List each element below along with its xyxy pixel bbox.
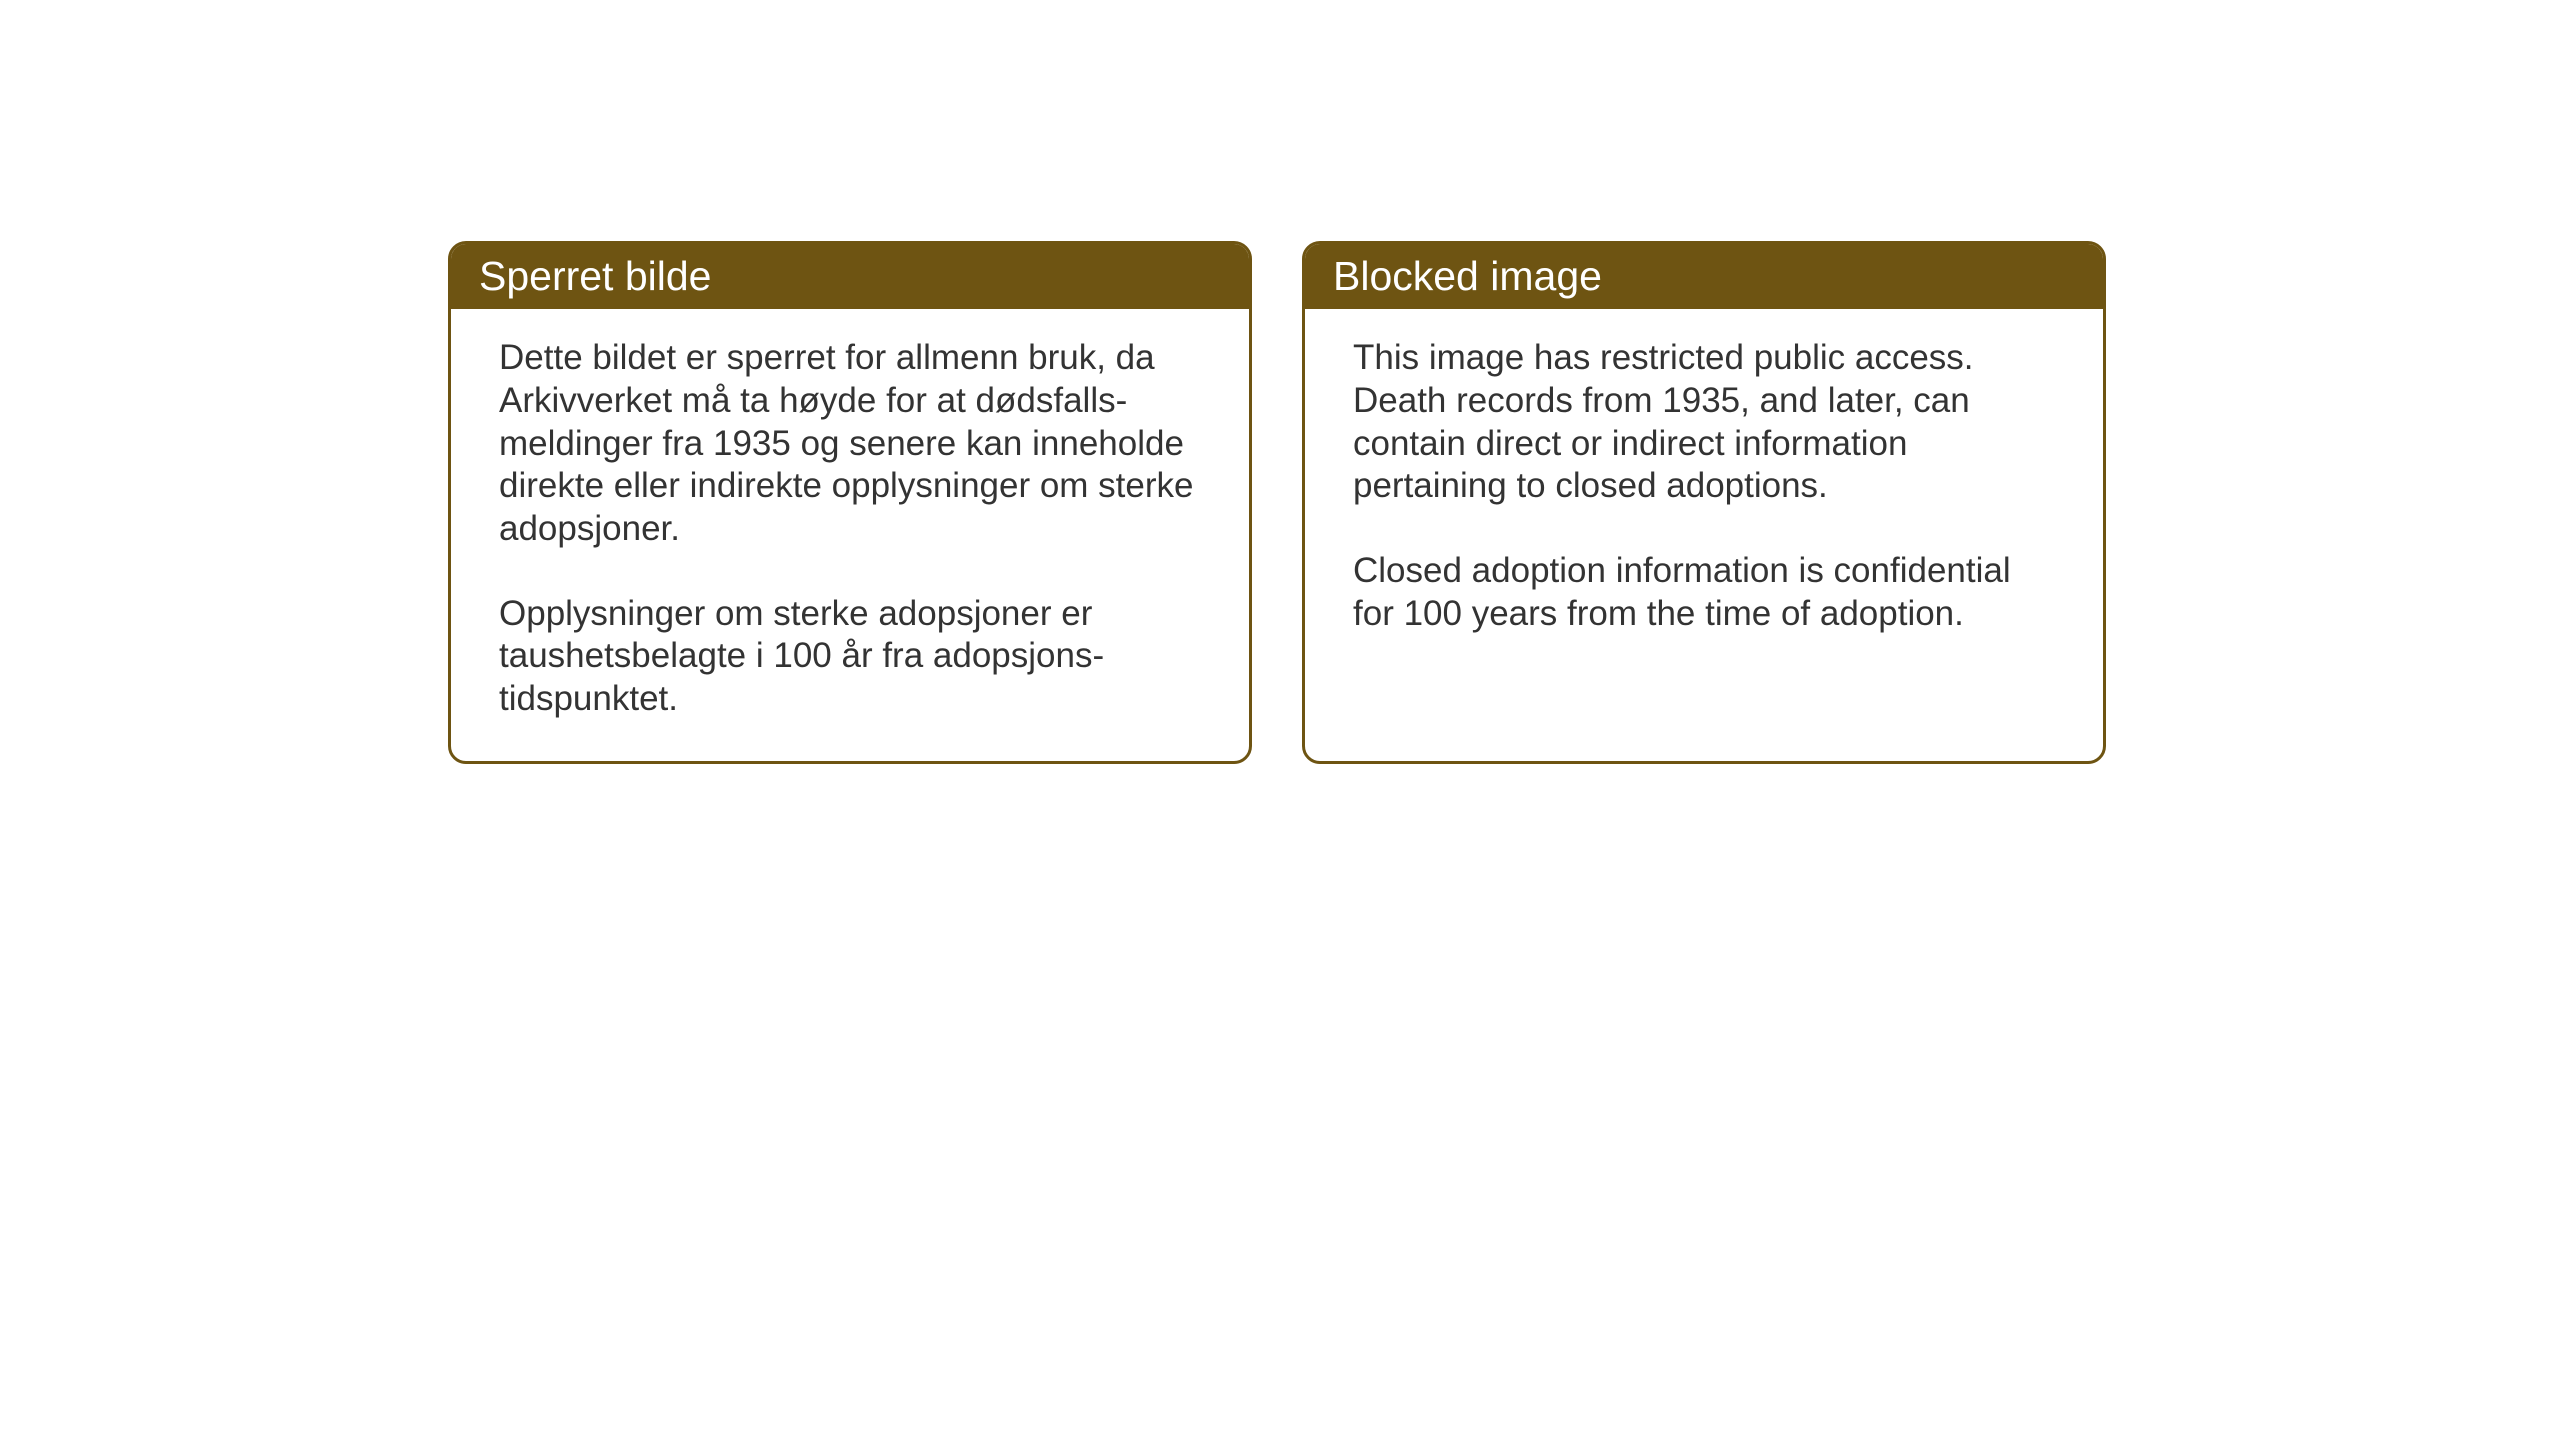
notice-card-english: Blocked image This image has restricted …: [1302, 241, 2106, 764]
notice-header-norwegian: Sperret bilde: [451, 244, 1249, 309]
notice-body-norwegian: Dette bildet er sperret for allmenn bruk…: [451, 309, 1249, 761]
notice-header-english: Blocked image: [1305, 244, 2103, 309]
notice-body-english: This image has restricted public access.…: [1305, 309, 2103, 675]
notice-para1-norwegian: Dette bildet er sperret for allmenn bruk…: [499, 337, 1201, 550]
notice-para2-norwegian: Opplysninger om sterke adopsjoner er tau…: [499, 593, 1201, 721]
notice-para2-english: Closed adoption information is confident…: [1353, 550, 2055, 635]
notice-title-english: Blocked image: [1333, 253, 1602, 299]
notice-card-norwegian: Sperret bilde Dette bildet er sperret fo…: [448, 241, 1252, 764]
notice-title-norwegian: Sperret bilde: [479, 253, 711, 299]
notice-para1-english: This image has restricted public access.…: [1353, 337, 2055, 508]
notice-container: Sperret bilde Dette bildet er sperret fo…: [448, 241, 2106, 764]
